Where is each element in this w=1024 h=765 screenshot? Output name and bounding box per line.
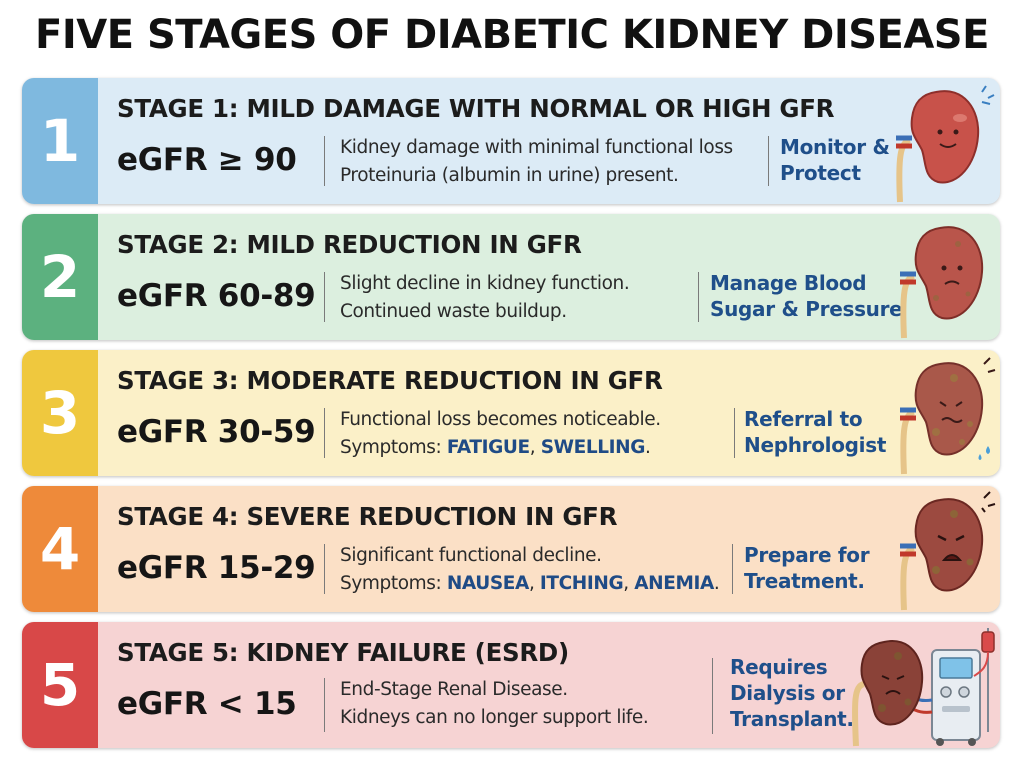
- stage-description: Significant functional decline. Symptoms…: [340, 542, 720, 598]
- action-line-1: Prepare for: [744, 543, 870, 567]
- stage-action: Referral to Nephrologist: [744, 406, 886, 458]
- divider: [768, 136, 769, 186]
- egfr-value: eGFR ≥ 90: [117, 142, 297, 178]
- stage-description: Slight decline in kidney function. Conti…: [340, 270, 630, 326]
- stage-heading: STAGE 5: KIDNEY FAILURE (ESRD): [117, 638, 569, 667]
- stage-heading: STAGE 3: MODERATE REDUCTION IN GFR: [117, 366, 663, 395]
- divider: [324, 136, 325, 186]
- egfr-value: eGFR < 15: [117, 686, 297, 722]
- divider: [324, 678, 325, 732]
- stage-action: Manage Blood Sugar & Pressure: [710, 270, 903, 322]
- description-line-1: Kidney damage with minimal functional lo…: [340, 137, 733, 158]
- action-line-2: Treatment.: [744, 569, 865, 593]
- stage-card-5: 5 STAGE 5: KIDNEY FAILURE (ESRD) eGFR < …: [22, 622, 1000, 748]
- description-line-2: Symptoms: FATIGUE, SWELLING.: [340, 437, 651, 458]
- stage-card-3: 3 STAGE 3: MODERATE REDUCTION IN GFR eGF…: [22, 350, 1000, 476]
- egfr-value: eGFR 60-89: [117, 278, 316, 314]
- symptom-anemia: ANEMIA: [634, 573, 714, 594]
- divider: [324, 544, 325, 594]
- action-line-1: Manage Blood: [710, 271, 867, 295]
- action-line-2: Nephrologist: [744, 433, 887, 457]
- action-line-1: Referral to: [744, 407, 863, 431]
- action-line-2: Sugar & Pressure: [710, 297, 903, 321]
- healthy-kidney-icon: [896, 85, 995, 203]
- stage-number: 3: [22, 350, 98, 476]
- sick-kidney-icon: [900, 357, 996, 475]
- stage-description: End-Stage Renal Disease. Kidneys can no …: [340, 676, 649, 732]
- description-line-1: Significant functional decline.: [340, 545, 602, 566]
- action-line-3: Transplant.: [730, 707, 854, 731]
- stage-action: Monitor & Protect: [780, 134, 890, 186]
- stage-description: Kidney damage with minimal functional lo…: [340, 134, 733, 190]
- divider: [324, 408, 325, 458]
- divider: [324, 272, 325, 322]
- symptom-swelling: SWELLING: [540, 437, 646, 458]
- stage-action: Prepare for Treatment.: [744, 542, 870, 594]
- stage-number: 4: [22, 486, 98, 612]
- stage-heading: STAGE 2: MILD REDUCTION IN GFR: [117, 230, 582, 259]
- egfr-value: eGFR 15-29: [117, 550, 316, 586]
- stage-number: 5: [22, 622, 98, 748]
- description-line-2: Proteinuria (albumin in urine) present.: [340, 165, 679, 186]
- page-title: FIVE STAGES OF DIABETIC KIDNEY DISEASE: [35, 12, 989, 58]
- action-line-2: Dialysis or: [730, 681, 845, 705]
- stage-number: 2: [22, 214, 98, 340]
- description-line-1: Functional loss becomes noticeable.: [340, 409, 661, 430]
- stage-action: Requires Dialysis or Transplant.: [730, 654, 854, 732]
- stage-card-4: 4 STAGE 4: SEVERE REDUCTION IN GFR eGFR …: [22, 486, 1000, 612]
- stage-heading: STAGE 4: SEVERE REDUCTION IN GFR: [117, 502, 618, 531]
- stage-card-2: 2 STAGE 2: MILD REDUCTION IN GFR eGFR 60…: [22, 214, 1000, 340]
- worried-kidney-icon: [900, 226, 984, 339]
- symptom-nausea: NAUSEA: [446, 573, 530, 594]
- description-line-1: End-Stage Renal Disease.: [340, 679, 568, 700]
- distressed-kidney-icon: [900, 491, 996, 611]
- divider: [712, 658, 713, 734]
- divider: [698, 272, 699, 322]
- symptom-itching: ITCHING: [539, 573, 624, 594]
- description-line-2: Continued waste buildup.: [340, 301, 567, 322]
- description-line-1: Slight decline in kidney function.: [340, 273, 630, 294]
- symptom-fatigue: FATIGUE: [446, 437, 530, 458]
- failing-kidney-dialysis-icon: [851, 628, 995, 747]
- divider: [732, 544, 733, 594]
- action-line-1: Monitor &: [780, 135, 890, 159]
- stage-number: 1: [22, 78, 98, 204]
- divider: [734, 408, 735, 458]
- egfr-value: eGFR 30-59: [117, 414, 316, 450]
- stage-card-1: 1 STAGE 1: MILD DAMAGE WITH NORMAL OR HI…: [22, 78, 1000, 204]
- action-line-1: Requires: [730, 655, 828, 679]
- action-line-2: Protect: [780, 161, 861, 185]
- description-line-2: Symptoms: NAUSEA, ITCHING, ANEMIA.: [340, 573, 720, 594]
- description-line-2: Kidneys can no longer support life.: [340, 707, 649, 728]
- stage-description: Functional loss becomes noticeable. Symp…: [340, 406, 661, 462]
- stage-heading: STAGE 1: MILD DAMAGE WITH NORMAL OR HIGH…: [117, 94, 835, 123]
